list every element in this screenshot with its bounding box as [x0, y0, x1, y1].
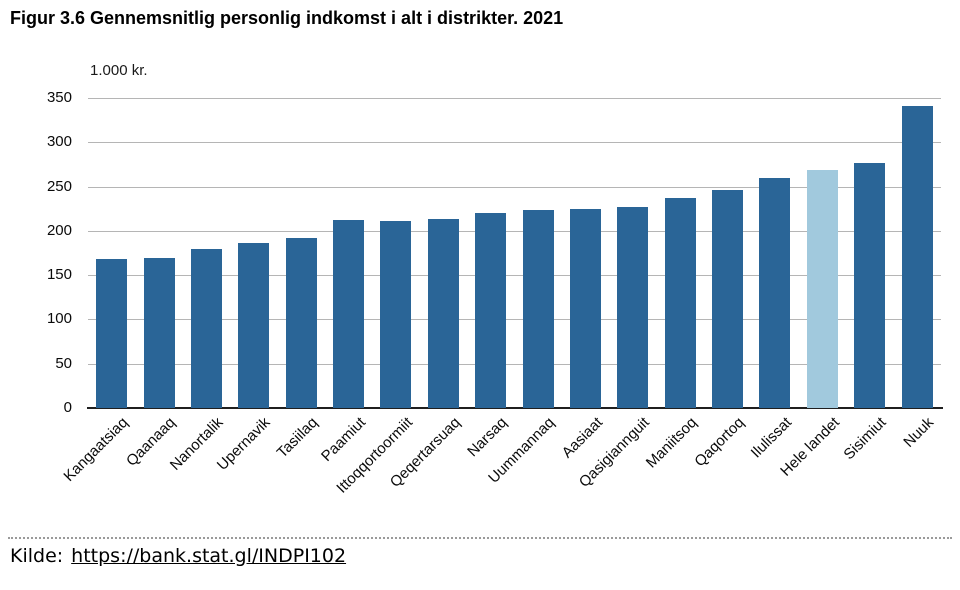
bar-narsaq — [475, 213, 507, 408]
bar-uummannaq — [522, 209, 554, 408]
source-line: Kilde: https://bank.stat.gl/INDPI102 — [10, 545, 346, 567]
bar-hele-landet — [806, 169, 838, 408]
bar-qeqertarsuaq — [427, 219, 459, 408]
bar-nuuk — [901, 105, 933, 408]
y-tick-label-0: 0 — [63, 399, 72, 416]
bar-ittoqqortoormiit — [380, 221, 412, 408]
plot-area — [88, 98, 941, 408]
bar-ilulissat — [759, 177, 791, 408]
y-tick-label-150: 150 — [46, 266, 72, 284]
dotted-divider — [8, 537, 952, 539]
bar-paamiut — [333, 220, 365, 408]
x-label-sisimiut: Sisimiut — [840, 414, 890, 464]
y-tick-label-200: 200 — [46, 221, 72, 239]
y-tick-label-100: 100 — [46, 310, 72, 328]
x-label-nuuk: Nuuk — [900, 414, 938, 451]
x-label-qaqortoq: Qaqortoq — [691, 414, 748, 471]
bars-container — [88, 98, 941, 408]
bar-kangaatsiaq — [96, 259, 128, 408]
bar-nanortalik — [190, 248, 222, 408]
gridline-150 — [88, 275, 941, 277]
gridline-200 — [88, 230, 941, 232]
figure-title: Figur 3.6 Gennemsnitlig personlig indkom… — [10, 8, 564, 28]
x-label-kangaatsiaq: Kangaatsiaq — [60, 414, 132, 485]
y-tick-label-350: 350 — [46, 89, 72, 106]
bar-tasiilaq — [285, 237, 317, 408]
gridline-350 — [88, 98, 941, 99]
gridline-50 — [88, 363, 941, 365]
gridline-100 — [88, 319, 941, 321]
y-tick-label-250: 250 — [46, 177, 72, 195]
bar-upernavik — [238, 243, 270, 408]
y-tick-label-300: 300 — [46, 133, 72, 151]
bar-qaqortoq — [712, 190, 744, 408]
x-label-maniitsoq: Maniitsoq — [642, 414, 701, 472]
y-axis-unit-label: 1.000 kr. — [90, 62, 148, 79]
gridline-300 — [88, 142, 941, 144]
bar-qaanaaq — [143, 258, 175, 408]
x-label-ilulissat: Ilulissat — [747, 414, 796, 462]
bar-qasigiannguit — [617, 206, 649, 408]
bar-maniitsoq — [664, 198, 696, 408]
y-tick-label-50: 50 — [55, 354, 72, 372]
x-label-tasiilaq: Tasiilaq — [273, 414, 322, 462]
gridline-250 — [88, 186, 941, 188]
x-axis-line — [87, 407, 943, 409]
bar-aasiaat — [569, 208, 601, 408]
x-label-narsaq: Narsaq — [464, 414, 511, 461]
source-link[interactable]: https://bank.stat.gl/INDPI102 — [71, 545, 347, 567]
bar-sisimiut — [854, 162, 886, 408]
source-label: Kilde: — [10, 545, 64, 567]
